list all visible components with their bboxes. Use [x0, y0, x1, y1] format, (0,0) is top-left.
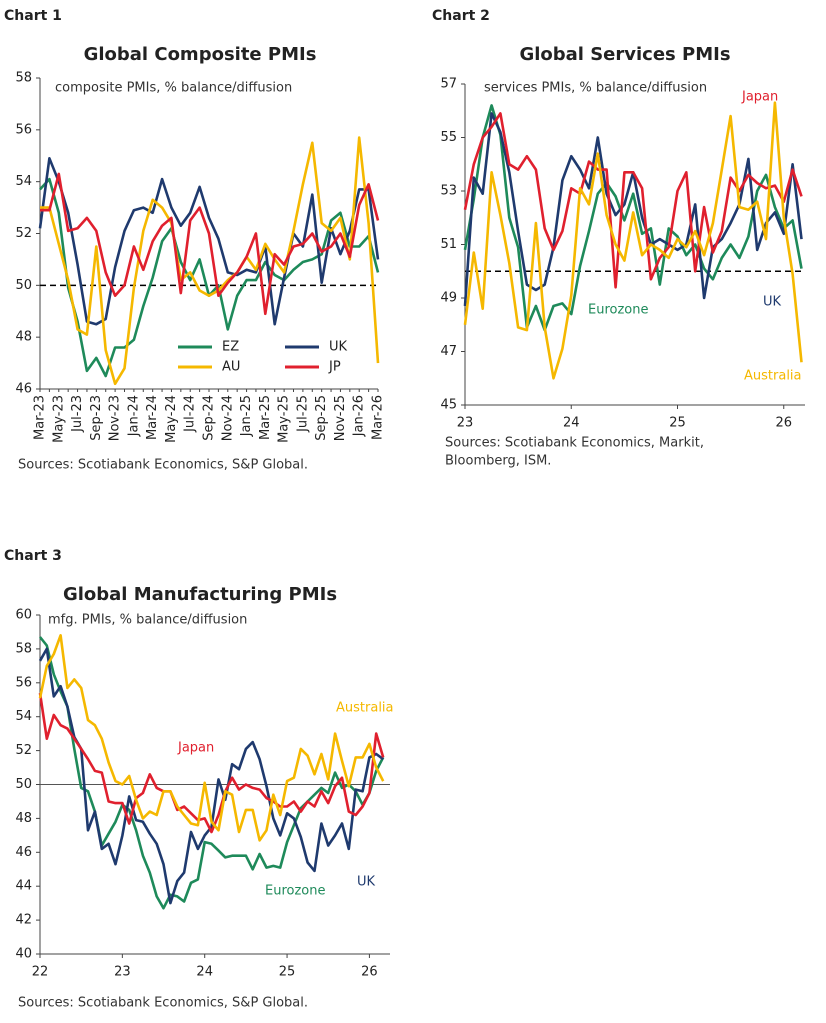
y-tick-label: 52: [15, 226, 32, 241]
x-tick-label: 24: [563, 416, 580, 431]
series-label: Australia: [744, 369, 802, 384]
x-tick-label: May-23: [51, 395, 66, 443]
x-tick-label: Jul-23: [70, 395, 85, 433]
x-tick-label: Jul-24: [183, 395, 198, 433]
series-line: [38, 647, 384, 905]
x-tick-label: Jan-25: [239, 395, 254, 437]
x-tick-label: 26: [775, 416, 792, 431]
chart-title: Global Composite PMIs: [84, 44, 317, 65]
x-tick-label: 23: [457, 416, 474, 431]
y-tick-label: 54: [15, 709, 32, 724]
legend-label: EZ: [222, 340, 239, 355]
y-tick-label: 56: [15, 122, 32, 137]
legend-label: AU: [222, 360, 240, 375]
x-tick-label: 25: [279, 965, 296, 980]
legend-label: UK: [329, 340, 348, 355]
y-tick-label: 58: [15, 641, 32, 656]
series-line: [463, 112, 803, 307]
y-tick-label: 50: [15, 777, 32, 792]
y-tick-label: 46: [15, 382, 32, 397]
y-tick-label: 42: [15, 913, 32, 928]
y-tick-label: 54: [15, 174, 32, 189]
chart-label: Chart 1: [4, 8, 62, 24]
series-line: [38, 634, 385, 842]
series-label: Japan: [177, 741, 214, 756]
chart-subtitle: mfg. PMIs, % balance/diffusion: [48, 613, 247, 628]
chart-title: Global Services PMIs: [519, 44, 730, 65]
y-tick-label: 57: [440, 77, 457, 92]
x-tick-label: 23: [114, 965, 131, 980]
source-note: Sources: Scotiabank Economics, S&P Globa…: [18, 996, 308, 1011]
x-tick-label: Mar-26: [371, 395, 386, 440]
series-label: Japan: [741, 90, 778, 105]
series-line: [463, 104, 803, 332]
chart-title: Global Manufacturing PMIs: [63, 584, 337, 605]
y-tick-label: 40: [15, 947, 32, 962]
x-tick-label: 24: [196, 965, 213, 980]
chart-subtitle: composite PMIs, % balance/diffusion: [55, 81, 292, 96]
series-label: Australia: [336, 701, 394, 716]
source-note: Sources: Scotiabank Economics, Markit,: [445, 436, 704, 451]
y-tick-label: 51: [440, 237, 457, 252]
y-tick-label: 52: [15, 743, 32, 758]
y-tick-label: 50: [15, 278, 32, 293]
series-line: [38, 692, 385, 834]
y-tick-label: 60: [15, 608, 32, 623]
series-label: UK: [357, 875, 376, 890]
y-tick-label: 58: [15, 71, 32, 86]
x-tick-label: Jan-26: [352, 395, 367, 437]
x-tick-label: Nov-23: [108, 395, 123, 441]
x-tick-label: Sep-24: [202, 395, 217, 441]
y-tick-label: 45: [440, 398, 457, 413]
series-line: [38, 157, 380, 326]
y-tick-label: 46: [15, 845, 32, 860]
series-label: Eurozone: [588, 303, 648, 318]
series-line: [40, 172, 380, 316]
x-tick-label: 26: [361, 965, 378, 980]
x-tick-label: Jan-24: [126, 395, 141, 437]
series-line: [463, 112, 803, 289]
y-tick-label: 48: [15, 811, 32, 826]
x-tick-label: May-24: [164, 395, 179, 443]
x-tick-label: Mar-24: [145, 395, 160, 440]
y-tick-label: 53: [440, 184, 457, 199]
x-tick-label: Nov-24: [220, 395, 235, 441]
series-line: [40, 136, 380, 386]
x-tick-label: Sep-25: [314, 395, 329, 441]
y-tick-label: 49: [440, 291, 457, 306]
series-line: [38, 636, 385, 910]
x-tick-label: Sep-23: [89, 395, 104, 441]
x-tick-label: 22: [32, 965, 49, 980]
y-tick-label: 44: [15, 879, 32, 894]
x-tick-label: Jul-25: [295, 395, 310, 433]
legend-label: JP: [328, 360, 341, 375]
chart-subtitle: services PMIs, % balance/diffusion: [484, 81, 707, 96]
x-tick-label: 25: [669, 416, 686, 431]
chart-label: Chart 3: [4, 548, 62, 564]
y-tick-label: 48: [15, 330, 32, 345]
series-line: [463, 101, 803, 380]
x-tick-label: Nov-25: [333, 395, 348, 441]
y-tick-label: 47: [440, 344, 457, 359]
y-tick-label: 56: [15, 675, 32, 690]
chart-label: Chart 2: [432, 8, 490, 24]
source-note: Sources: Scotiabank Economics, S&P Globa…: [18, 458, 308, 473]
x-tick-label: May-25: [277, 395, 292, 443]
source-note: Bloomberg, ISM.: [445, 454, 551, 469]
series-label: UK: [763, 295, 782, 310]
y-tick-label: 55: [440, 130, 457, 145]
x-tick-label: Mar-25: [258, 395, 273, 440]
x-tick-label: Mar-23: [33, 395, 48, 440]
series-label: Eurozone: [265, 884, 325, 899]
